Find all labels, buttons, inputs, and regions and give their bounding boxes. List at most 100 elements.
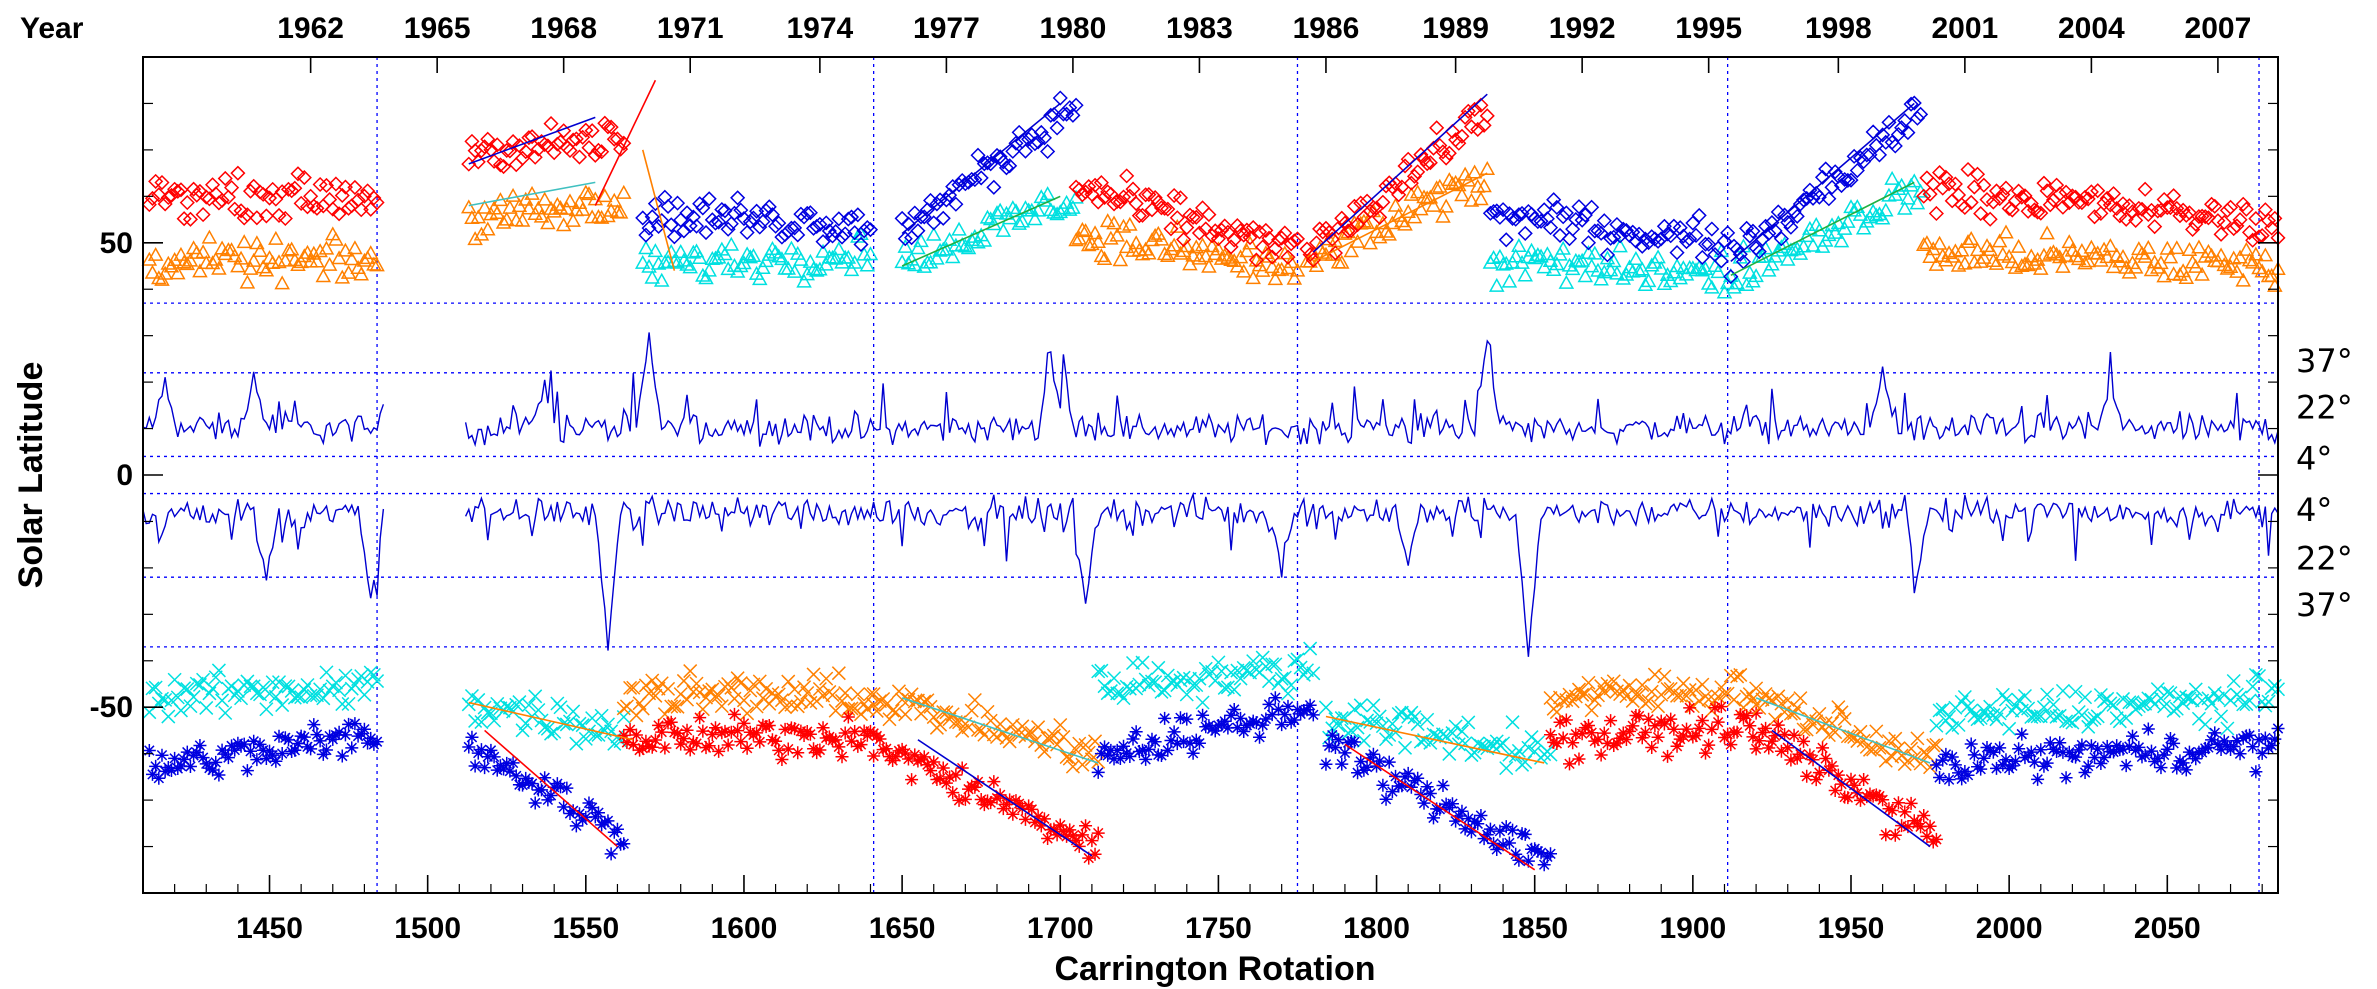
triangle-marker xyxy=(195,244,211,259)
triangle-marker xyxy=(1941,245,1957,260)
cross-marker xyxy=(1448,719,1463,734)
asterisk-marker xyxy=(304,742,318,756)
triangle-marker xyxy=(2213,247,2229,262)
triangle-marker xyxy=(1606,253,1622,268)
asterisk-marker xyxy=(516,778,530,792)
asterisk-marker xyxy=(677,732,691,746)
cross-marker xyxy=(1682,682,1697,697)
cross-marker xyxy=(1280,686,1296,701)
diamond-marker xyxy=(562,142,578,159)
trend-line xyxy=(901,102,1061,235)
asterisk-marker xyxy=(1136,743,1149,757)
cross-marker xyxy=(199,700,214,715)
diamond-marker xyxy=(1916,188,1932,204)
diamond-marker xyxy=(1672,220,1688,236)
diamond-marker xyxy=(780,223,796,240)
diamond-marker xyxy=(1606,229,1622,245)
asterisk-marker xyxy=(927,755,941,769)
diamond-marker xyxy=(1027,136,1043,152)
trend-line xyxy=(468,116,596,165)
asterisk-marker xyxy=(1518,827,1532,841)
diamond-marker xyxy=(850,207,866,223)
cross-marker xyxy=(970,722,986,737)
triangle-marker xyxy=(1754,248,1771,263)
triangle-marker xyxy=(1172,245,1189,260)
asterisk-marker xyxy=(142,743,156,757)
asterisk-marker xyxy=(269,754,283,768)
asterisk-marker xyxy=(1395,779,1409,793)
diamond-marker xyxy=(2185,221,2201,238)
diamond-marker xyxy=(970,147,986,163)
diamond-marker xyxy=(1365,199,1381,216)
diamond-marker xyxy=(1138,187,1154,203)
triangle-marker xyxy=(1033,189,1050,204)
diamond-marker xyxy=(616,135,632,151)
triangle-marker xyxy=(1530,247,1546,262)
asterisk-marker xyxy=(848,724,862,738)
year-label: Year xyxy=(20,12,84,45)
triangle-marker xyxy=(1068,189,1084,204)
asterisk-marker xyxy=(1180,712,1194,726)
diamond-marker xyxy=(1258,222,1274,238)
cross-marker xyxy=(888,704,903,720)
asterisk-marker xyxy=(1597,726,1611,740)
cross-marker xyxy=(341,696,356,711)
diamond-marker xyxy=(176,211,192,227)
triangle-marker xyxy=(1640,273,1657,288)
cross-marker xyxy=(1995,687,2010,702)
diamond-marker xyxy=(160,189,176,206)
asterisk-marker xyxy=(149,759,163,773)
diamond-marker xyxy=(141,197,157,213)
asterisk-marker xyxy=(221,751,235,765)
cross-marker xyxy=(733,676,748,691)
asterisk-marker xyxy=(1882,802,1896,816)
cross-marker xyxy=(1979,708,1995,723)
asterisk-marker xyxy=(996,802,1010,816)
asterisk-marker xyxy=(1683,701,1697,715)
asterisk-marker xyxy=(1461,812,1475,826)
triangle-marker xyxy=(1995,246,2011,261)
asterisk-marker xyxy=(1661,749,1675,763)
diamond-marker xyxy=(824,228,841,244)
cross-marker xyxy=(547,724,562,739)
cross-marker xyxy=(2172,689,2187,704)
asterisk-marker xyxy=(639,734,653,748)
triangle-marker xyxy=(1011,215,1027,230)
asterisk-marker xyxy=(1948,758,1962,772)
diamond-marker xyxy=(170,183,186,199)
asterisk-marker xyxy=(1695,713,1709,727)
triangle-marker xyxy=(1103,230,1119,245)
triangle-marker xyxy=(897,238,914,253)
triangle-marker xyxy=(862,246,879,261)
diamond-marker xyxy=(1299,241,1315,257)
cross-marker xyxy=(616,701,631,716)
cross-marker xyxy=(812,681,827,697)
asterisk-marker xyxy=(174,759,188,773)
cross-marker xyxy=(271,675,287,690)
trend-line xyxy=(468,181,596,207)
asterisk-marker xyxy=(1445,797,1459,811)
cross-marker xyxy=(1088,734,1103,749)
diamond-marker xyxy=(163,187,180,203)
triangle-marker xyxy=(1201,258,1217,273)
cross-marker xyxy=(553,700,568,715)
diamond-marker xyxy=(1694,249,1710,265)
asterisk-marker xyxy=(620,736,634,750)
asterisk-marker xyxy=(2059,771,2073,785)
asterisk-marker xyxy=(1544,847,1558,861)
triangle-marker xyxy=(369,257,385,272)
cross-marker xyxy=(1148,675,1163,690)
triangle-marker xyxy=(192,263,208,278)
asterisk-marker xyxy=(316,747,330,761)
cross-marker xyxy=(1862,742,1878,757)
asterisk-marker xyxy=(1581,719,1595,733)
diamond-marker xyxy=(986,179,1002,195)
triangle-marker xyxy=(1988,255,2005,270)
diamond-marker xyxy=(1157,200,1173,216)
triangle-marker xyxy=(1014,213,1031,228)
cross-marker xyxy=(860,701,875,717)
asterisk-marker xyxy=(152,771,166,785)
asterisk-marker xyxy=(1490,842,1504,856)
diamond-marker xyxy=(1688,227,1704,243)
diamond-marker xyxy=(973,170,989,186)
